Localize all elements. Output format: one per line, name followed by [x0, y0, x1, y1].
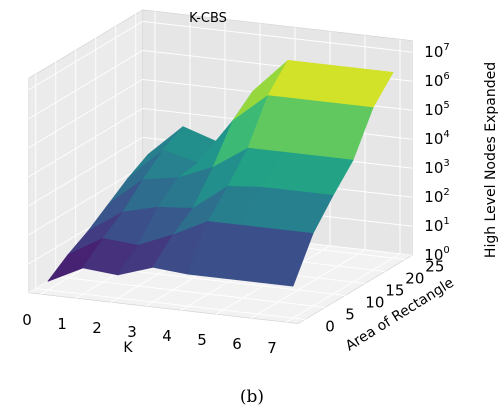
y-tick-label-4: 20: [405, 269, 424, 287]
y-tick-label-0: 0: [325, 317, 335, 335]
surface-face-0-6: [257, 229, 314, 287]
grid-back-z-7: [142, 20, 413, 53]
grid-floor-x-6: [250, 249, 366, 319]
y-tick-label-5: 25: [425, 257, 444, 275]
x-tick-label-5: 5: [197, 331, 207, 349]
grid-left-z-6: [28, 50, 143, 120]
y-tick-label-1: 5: [345, 305, 355, 323]
grid-left-z-2: [28, 166, 143, 236]
x-tick-label-6: 6: [232, 335, 242, 353]
grid-floor-x-7: [285, 253, 401, 323]
x-tick-label-3: 3: [127, 323, 137, 341]
z-axis-label: High Level Nodes Expanded: [483, 62, 499, 258]
x-tick-label-4: 4: [162, 327, 172, 345]
grid-left-z-5: [28, 79, 143, 149]
y-tick-label-3: 15: [385, 281, 404, 299]
grid-floor-y-0: [35, 288, 306, 320]
z-tick-label-4: 104: [424, 129, 449, 148]
figure-caption: (b): [240, 387, 264, 407]
chart-title: K-CBS: [189, 11, 227, 26]
surface-mesh: [47, 60, 394, 287]
tick-labels: 0 1 2 3 4 5 6 705101520251001011021031041051061…: [22, 42, 450, 357]
z-tick-label-7: 107: [424, 42, 449, 61]
x-tick-label-1: 1: [57, 315, 67, 333]
z-tick-label-6: 106: [424, 71, 449, 90]
x-tick-label-2: 2: [92, 319, 102, 337]
z-tick-label-1: 101: [424, 216, 449, 235]
grid-left-z-7: [28, 21, 143, 91]
z-tick-label-0: 100: [424, 245, 449, 264]
grid-left-z-3: [28, 137, 143, 207]
grid-left-z-4: [28, 108, 143, 178]
z-tick-label-5: 105: [424, 100, 449, 119]
x-tick-label-7: 7: [267, 339, 277, 357]
y-tick-label-2: 10: [365, 293, 384, 311]
z-tick-label-2: 102: [424, 187, 449, 206]
z-tick-label-3: 103: [424, 158, 449, 177]
x-tick-label-0: 0: [22, 311, 32, 329]
x-axis-label: K: [123, 340, 133, 356]
grid-floor-y-1: [55, 276, 326, 308]
